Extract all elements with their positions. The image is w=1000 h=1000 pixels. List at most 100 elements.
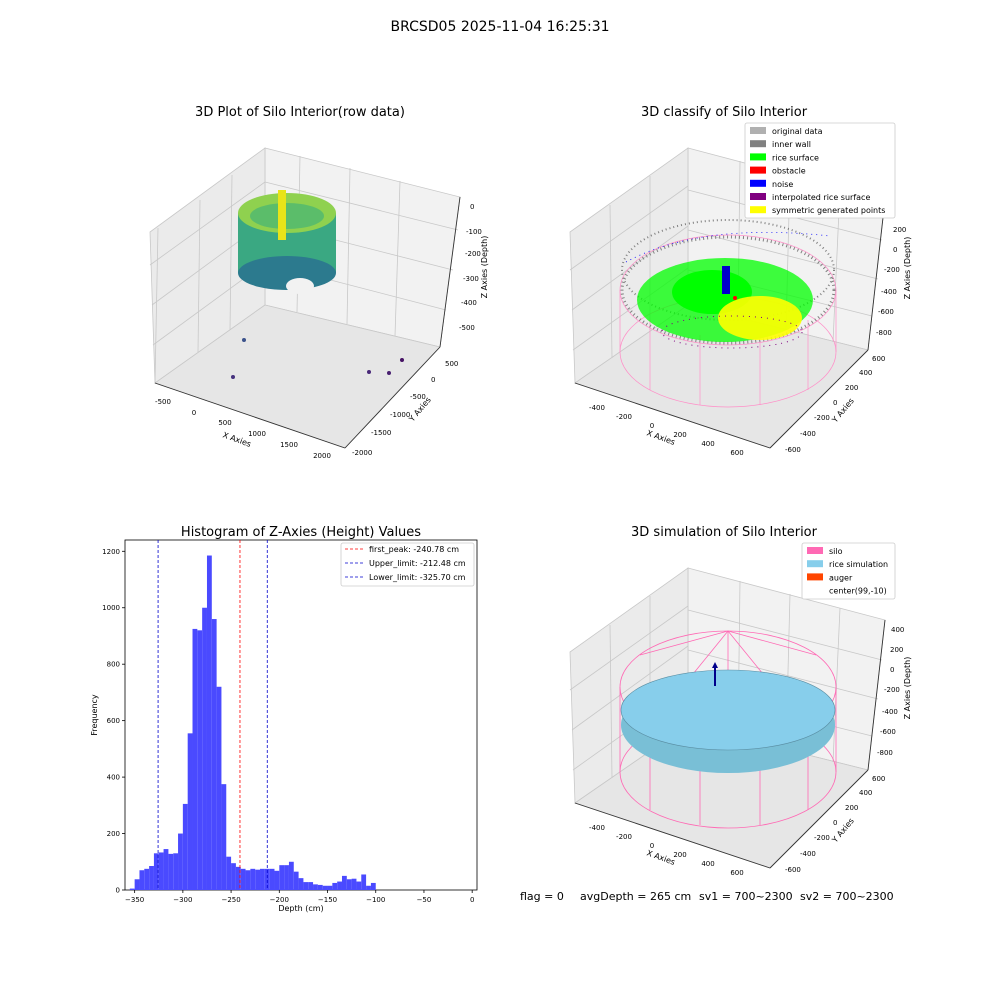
histogram-x-tick-label: 0 bbox=[470, 896, 474, 904]
panel1-y-tick: -2000 bbox=[352, 449, 372, 457]
histogram-bar bbox=[284, 865, 289, 890]
panel1-y-tick: -500 bbox=[410, 393, 426, 401]
panel1-z-tick: -100 bbox=[466, 228, 482, 236]
histogram-bar bbox=[221, 784, 227, 890]
panel2-obstacle bbox=[733, 296, 737, 300]
panel4-z-tick: -800 bbox=[877, 749, 893, 757]
histogram-bar bbox=[293, 871, 299, 890]
panel1-z-tick: -200 bbox=[465, 250, 481, 258]
histogram-bar bbox=[197, 630, 203, 890]
histogram-legend-entries: first_peak: -240.78 cm Upper_limit: -212.… bbox=[345, 545, 466, 582]
histogram-bars bbox=[129, 555, 376, 890]
legend-swatch bbox=[807, 573, 823, 581]
histogram-x-tick-label: −250 bbox=[221, 896, 240, 904]
legend-swatch bbox=[750, 153, 766, 161]
legend-label: auger bbox=[829, 573, 853, 582]
histogram-bar bbox=[260, 868, 265, 890]
legend-swatch bbox=[807, 547, 823, 554]
panel4-x-tick: -200 bbox=[616, 833, 632, 841]
panel-classify: 3D classify of Silo Interior bbox=[569, 105, 912, 457]
panel1-z-tick: -400 bbox=[461, 299, 477, 307]
legend-label: symmetric generated points bbox=[772, 206, 885, 215]
histogram-bar bbox=[250, 868, 256, 890]
panel2-x-tick: 400 bbox=[701, 440, 714, 448]
panel4-x-tick: 200 bbox=[673, 851, 686, 859]
histogram-y-tick-label: 600 bbox=[107, 717, 120, 725]
histogram-bar bbox=[153, 853, 159, 890]
panel1-axes-box bbox=[149, 147, 461, 449]
histogram-bar bbox=[139, 870, 145, 890]
panel2-title: 3D classify of Silo Interior bbox=[641, 105, 808, 120]
histogram-x-tick-label: −350 bbox=[125, 896, 144, 904]
histogram-bar bbox=[216, 686, 222, 890]
panel2-x-tick: 200 bbox=[673, 431, 686, 439]
panel1-y-tick: -1500 bbox=[371, 429, 391, 437]
histogram-bar bbox=[168, 853, 174, 890]
panel4-z-tick: 200 bbox=[890, 646, 903, 654]
panel2-z-tick: -200 bbox=[884, 266, 900, 274]
panel4-legend-frame bbox=[801, 542, 896, 600]
panel4-rice-surface bbox=[620, 669, 836, 751]
legend-label: rice simulation bbox=[829, 560, 888, 569]
histogram-bar bbox=[327, 885, 333, 890]
panel4-y-tick: 600 bbox=[872, 775, 885, 783]
histogram-bar bbox=[134, 879, 140, 890]
histogram-x-ticks: −350 −300 −250 −200 −150 −100 −50 0 bbox=[125, 890, 474, 904]
footer-flag: flag = 0 bbox=[520, 890, 564, 903]
panel2-z-tick: -400 bbox=[881, 288, 897, 296]
histogram-bar bbox=[158, 852, 164, 890]
histogram-bar bbox=[269, 868, 275, 890]
histogram-bar bbox=[226, 856, 232, 890]
histogram-bar bbox=[173, 853, 179, 890]
panel1-z-tick: -300 bbox=[463, 275, 479, 283]
panel-raw-data: 3D Plot of Silo Interior(row data) bbox=[149, 105, 489, 460]
histogram-plot-frame bbox=[124, 539, 478, 891]
histogram-bar bbox=[245, 870, 251, 890]
panel2-y-tick: 200 bbox=[845, 384, 858, 392]
histogram-bar bbox=[144, 868, 150, 890]
histogram-y-tick-label: 0 bbox=[116, 887, 120, 895]
histogram-legend-label: Lower_limit: -325.70 cm bbox=[369, 573, 466, 582]
panel1-silo-cloud bbox=[231, 190, 404, 379]
histogram-y-tick-label: 1000 bbox=[102, 604, 120, 612]
histogram-bar bbox=[346, 879, 352, 890]
histogram-x-tick-label: −300 bbox=[173, 896, 192, 904]
panel4-x-tick: 600 bbox=[730, 869, 743, 877]
panel4-y-tick: 0 bbox=[833, 819, 837, 827]
panel2-inner-wall bbox=[621, 219, 835, 321]
footer-status: flag = 0 avgDepth = 265 cm sv1 = 700~230… bbox=[520, 890, 894, 903]
panel1-x-tick: -500 bbox=[155, 398, 171, 406]
panel2-inner-wall bbox=[620, 235, 836, 345]
panel2-z-tick: 200 bbox=[893, 226, 906, 234]
histogram-bar bbox=[317, 884, 323, 890]
footer-sv2: sv2 = 700~2300 bbox=[800, 890, 894, 903]
histogram-bar bbox=[288, 861, 294, 890]
legend-swatch bbox=[807, 586, 823, 594]
histogram-bar bbox=[308, 882, 314, 890]
panel2-x-tick: -200 bbox=[616, 413, 632, 421]
panel4-z-tick: 0 bbox=[890, 666, 894, 674]
histogram-legend-label: first_peak: -240.78 cm bbox=[369, 545, 459, 554]
panel1-z-tick: 0 bbox=[470, 203, 474, 211]
panel2-z-tick: -800 bbox=[876, 329, 892, 337]
panel1-outlier-point bbox=[231, 375, 235, 379]
legend-swatch bbox=[750, 179, 766, 187]
histogram-y-tick-label: 1200 bbox=[102, 548, 120, 556]
panel4-rice-simulation bbox=[620, 662, 836, 773]
panel4-y-tick: 400 bbox=[859, 789, 872, 797]
panel2-x-tick: 0 bbox=[650, 422, 654, 430]
panel1-y-tick: 500 bbox=[445, 360, 458, 368]
legend-swatch bbox=[807, 560, 823, 568]
legend-label: original data bbox=[772, 127, 823, 136]
panel4-y-tick: 200 bbox=[845, 804, 858, 812]
histogram-x-tick-label: −150 bbox=[318, 896, 337, 904]
panel2-legend-entries: original data inner wall rice surface obsta… bbox=[750, 127, 885, 215]
figure-suptitle: BRCSD05 2025-11-04 16:25:31 bbox=[390, 19, 609, 35]
histogram-bar bbox=[361, 874, 367, 890]
histogram-x-label: Depth (cm) bbox=[278, 904, 323, 913]
panel4-x-tick: 400 bbox=[701, 860, 714, 868]
histogram-bar bbox=[206, 555, 212, 890]
panel1-cloud-gap bbox=[286, 278, 314, 294]
histogram-y-label: Frequency bbox=[90, 694, 99, 736]
